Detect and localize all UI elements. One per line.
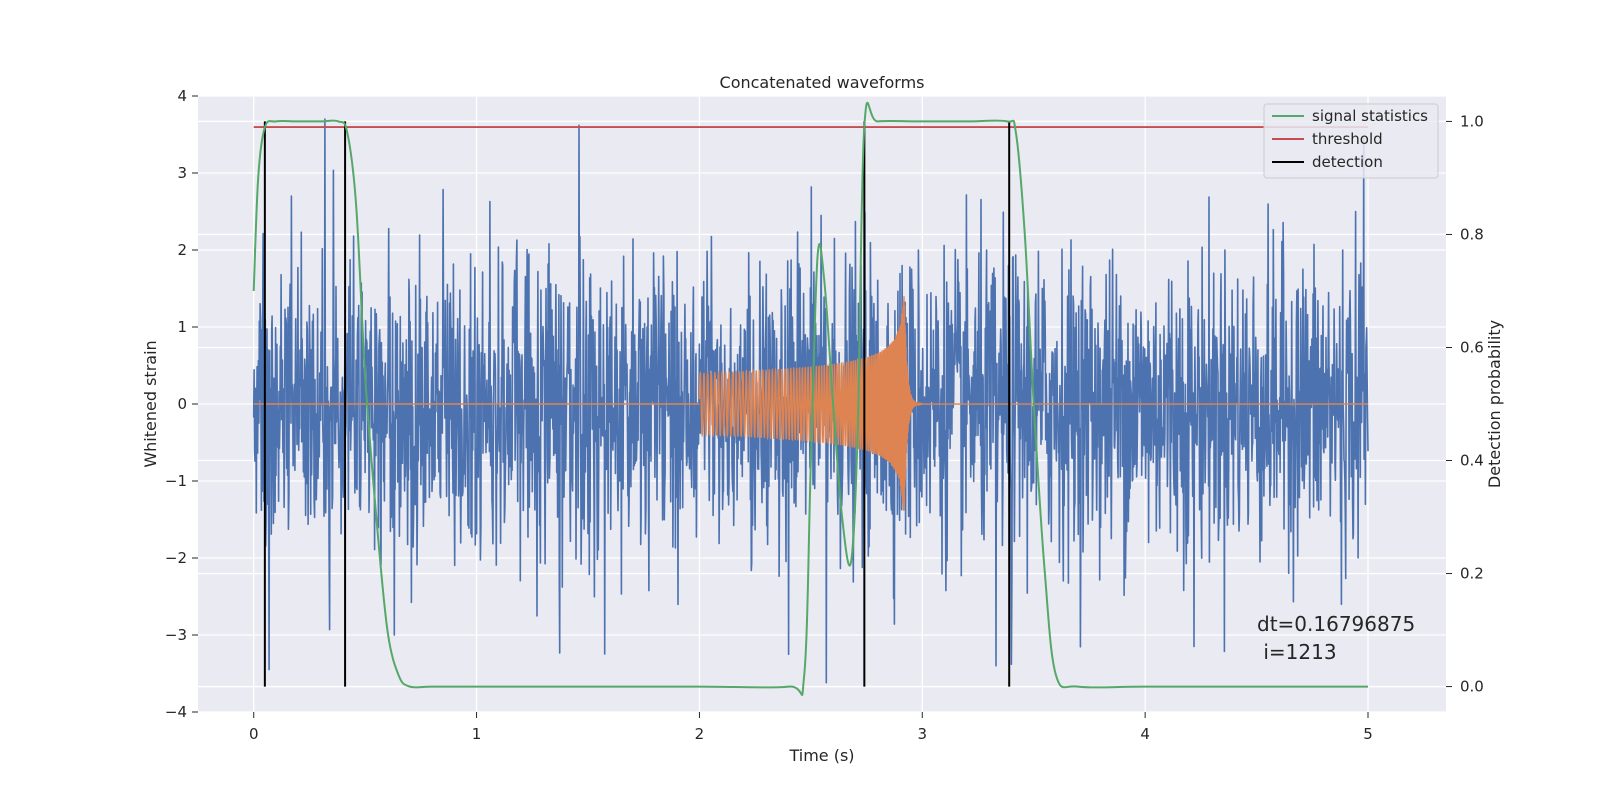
y-tick-label-left: 0 (177, 395, 187, 413)
x-axis-label: Time (s) (788, 746, 854, 765)
annotation-dt: dt=0.16796875 (1257, 612, 1415, 636)
y-tick-label-right: 0.8 (1460, 225, 1484, 243)
y-axis-label-right: Detection probability (1485, 320, 1504, 488)
y-tick-label-left: 1 (177, 318, 187, 336)
annotation-i: i=1213 (1257, 640, 1337, 664)
y-axis-label-left: Whitened strain (141, 340, 160, 467)
y-tick-label-right: 0.6 (1460, 338, 1484, 356)
y-tick-label-right: 0.0 (1460, 678, 1484, 696)
x-tick-label: 0 (249, 725, 259, 743)
axes: 0 1 2 3 4 5 −4 −3 −2 −1 0 1 2 3 4 0.0 0.2 0.4 0.6 0.8 1.0 (165, 87, 1484, 743)
y-tick-label-right: 0.4 (1460, 452, 1484, 470)
x-tick-label: 1 (472, 725, 482, 743)
chart-title: Concatenated waveforms (720, 73, 925, 92)
y-tick-label-left: 4 (177, 87, 187, 105)
chirp-series (253, 296, 1369, 511)
y-tick-label-left: −1 (165, 472, 187, 490)
x-tick-label: 5 (1363, 725, 1373, 743)
y-tick-label-left: 3 (177, 164, 187, 182)
y-tick-label-right: 0.2 (1460, 565, 1484, 583)
y-tick-label-left: −4 (165, 703, 187, 721)
legend-label-detection: detection (1312, 153, 1383, 171)
chirp-line (698, 296, 1369, 511)
legend-label-signal-statistics: signal statistics (1312, 107, 1428, 125)
y-tick-label-left: −3 (165, 626, 187, 644)
signal-statistics-line (252, 101, 1368, 696)
y-tick-label-left: −2 (165, 549, 187, 567)
x-tick-label: 3 (918, 725, 928, 743)
detection-series (263, 121, 1011, 687)
x-tick-label: 2 (695, 725, 705, 743)
y-tick-label-right: 1.0 (1460, 112, 1484, 130)
signal-statistics-series (252, 101, 1368, 696)
legend: signal statistics threshold detection (1263, 103, 1439, 179)
legend-label-threshold: threshold (1312, 130, 1383, 148)
x-tick-label: 4 (1140, 725, 1150, 743)
legend-box (1263, 103, 1439, 179)
y-tick-label-left: 2 (177, 241, 187, 259)
